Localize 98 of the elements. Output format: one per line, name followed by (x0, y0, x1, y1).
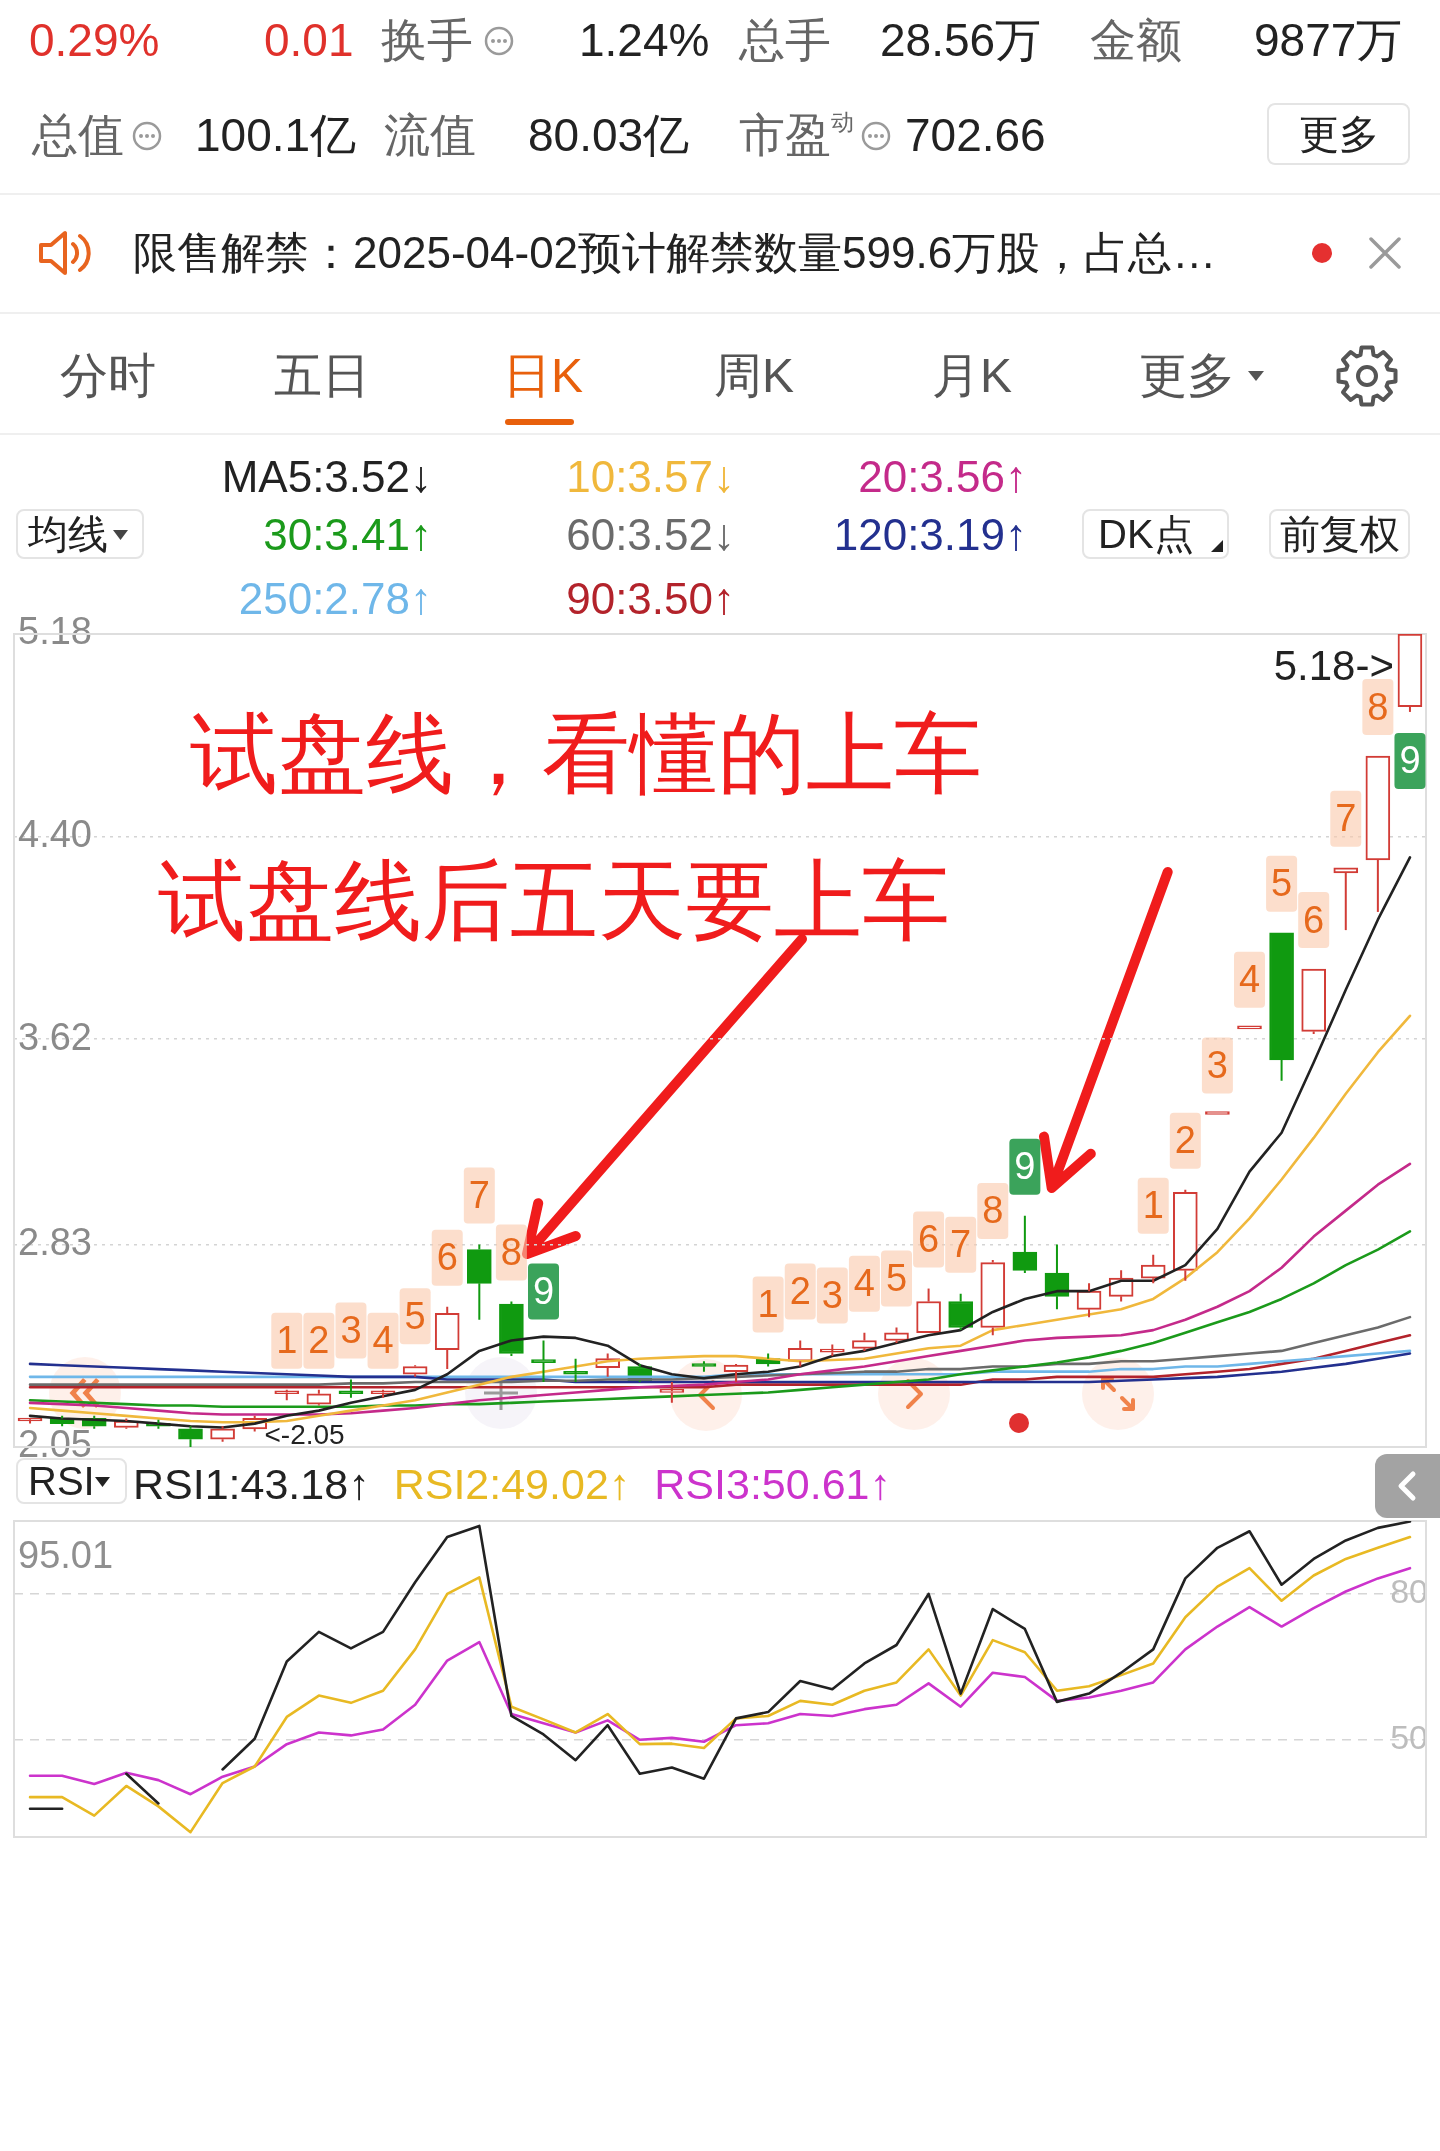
text: 流值 (384, 108, 476, 164)
text: 0.01 (264, 13, 354, 69)
y-tick-label: 4.40 (18, 813, 92, 856)
text: 1 (276, 1319, 298, 1362)
text: 2 (308, 1319, 330, 1362)
candlestick (1140, 1253, 1166, 1285)
text: 更多 (1139, 348, 1235, 405)
text: 3 (1206, 1044, 1228, 1087)
text: 2 (1174, 1119, 1196, 1162)
text: 90:3.50↑ (566, 573, 735, 625)
text: 五日 (274, 348, 370, 405)
candlestick (370, 1388, 396, 1399)
candlestick (1172, 1188, 1198, 1282)
text: 5 (1271, 862, 1293, 905)
text: 9877万 (1254, 13, 1403, 69)
candlestick (1397, 634, 1423, 713)
text: 120:3.19↑ (833, 509, 1027, 561)
text: 702.66 (905, 108, 1046, 164)
text: 10:3.57↓ (566, 451, 735, 503)
candlestick (466, 1243, 492, 1321)
text: 7 (950, 1223, 972, 1266)
candlestick (499, 1300, 524, 1358)
text: 5 (404, 1294, 426, 1337)
text: 9 (1399, 739, 1421, 782)
annotation: 试盘线后五天要上车 (158, 850, 950, 952)
text: 4 (1238, 958, 1261, 1001)
text: 20:3.56↑ (858, 451, 1027, 503)
text: 6 (1303, 898, 1325, 941)
candlestick (916, 1287, 941, 1334)
text: 总值 (32, 108, 124, 164)
text: 4 (853, 1262, 875, 1305)
text: 60:3.52↓ (566, 509, 735, 561)
text: 市盈$^{动}$ (739, 108, 854, 164)
text: 月K (932, 348, 1013, 405)
candlestick (1076, 1282, 1102, 1319)
candlestick (819, 1343, 845, 1358)
text: 2 (789, 1269, 811, 1312)
button: 前复权 (1269, 509, 1410, 559)
y-tick-label: 80 (1390, 1572, 1428, 1611)
button: 均线 (16, 509, 144, 559)
candlestick (948, 1292, 974, 1332)
button: DK点 (1082, 509, 1229, 559)
y-tick-label: 50 (1390, 1718, 1428, 1757)
y-tick-label: 3.62 (18, 1015, 92, 1058)
candlestick (178, 1425, 203, 1448)
candlestick (852, 1331, 877, 1352)
text: 8 (500, 1231, 522, 1274)
button: RSI (16, 1458, 127, 1504)
candlestick (306, 1388, 332, 1405)
text: 金额 (1090, 13, 1182, 69)
candlestick (338, 1378, 364, 1399)
text: 1.24% (579, 13, 710, 69)
text: 6 (436, 1236, 458, 1279)
text: RSI2:49.02↑ (393, 1459, 631, 1510)
text: 周K (714, 348, 795, 405)
y-tick-label: 5.18 (18, 610, 92, 653)
text: 28.56万 (880, 13, 1042, 69)
candlestick (1333, 867, 1359, 932)
text: 8 (982, 1189, 1004, 1232)
text: 换手 (381, 13, 473, 69)
text: 7 (468, 1173, 490, 1216)
annotation: 试盘线，看懂的上车 (190, 703, 982, 805)
text: 100.1亿 (195, 108, 357, 164)
text: 日K (503, 348, 584, 405)
candlestick (1012, 1214, 1038, 1274)
annotation: <-2.05 (264, 1419, 345, 1450)
text: 250:2.78↑ (238, 573, 432, 625)
candlestick (563, 1357, 588, 1384)
text: 1 (757, 1282, 779, 1325)
text: 0.29% (29, 13, 160, 69)
candlestick (17, 1417, 43, 1425)
text: 1 (1142, 1184, 1164, 1227)
text: 总手 (739, 13, 831, 69)
y-tick-label: 2.83 (18, 1220, 92, 1263)
text: 9 (532, 1269, 555, 1312)
text: 6 (918, 1218, 940, 1261)
annotation: 95.01 (18, 1533, 114, 1579)
candlestick (1301, 968, 1327, 1036)
text: 分时 (60, 348, 156, 405)
candlestick (210, 1425, 235, 1443)
text: 3 (340, 1308, 362, 1351)
candlestick (980, 1258, 1006, 1337)
text: 3 (821, 1273, 843, 1316)
text: 7 (1335, 797, 1357, 840)
candlestick (434, 1305, 460, 1371)
text: 80.03亿 (528, 108, 690, 164)
series-label: RSI1:43.18↑ (133, 1459, 370, 1510)
candlestick (1365, 755, 1391, 913)
candlestick (723, 1364, 749, 1384)
text: MA5:3.52↓ (221, 451, 432, 503)
candlestick (787, 1339, 813, 1368)
button: 更多 (1267, 103, 1410, 165)
text: 9 (1014, 1145, 1036, 1188)
text: 4 (372, 1319, 394, 1362)
text: 限售解禁：2025-04-02预计解禁数量599.6万股，占总… (133, 226, 1217, 279)
text: 5 (885, 1257, 908, 1299)
text: 30:3.41↑ (263, 509, 432, 561)
text: RSI3:50.61↑ (654, 1459, 891, 1510)
